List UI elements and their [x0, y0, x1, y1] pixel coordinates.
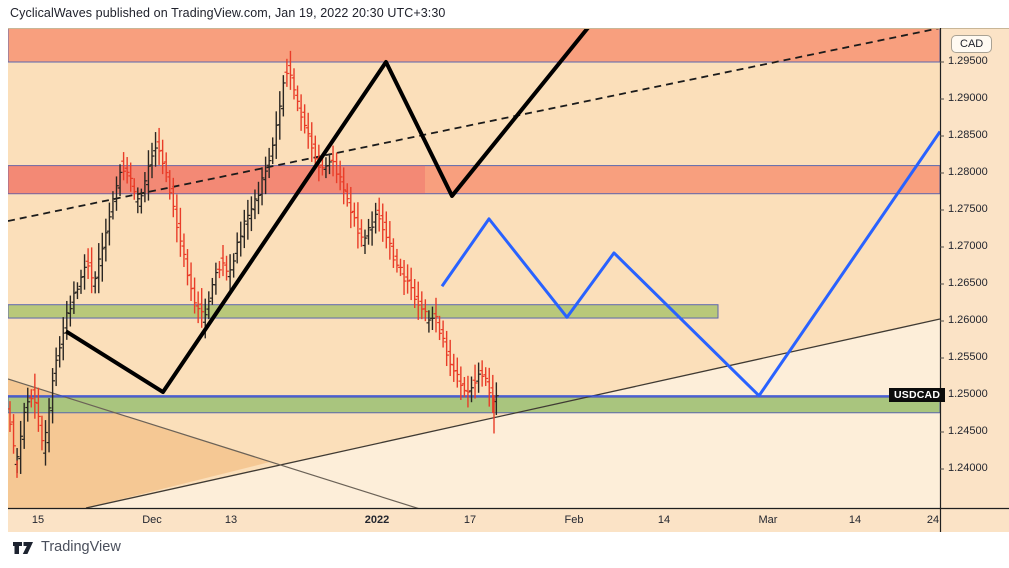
price-tick-label: 1.26000: [948, 314, 988, 326]
black-wave: [64, 28, 591, 395]
time-tick-label: 14: [848, 514, 862, 526]
footer: TradingView: [12, 539, 121, 555]
price-tick-label: 1.25500: [948, 351, 988, 363]
price-tick-label: 1.24500: [948, 425, 988, 437]
price-tick-label: 1.27500: [948, 203, 988, 215]
time-tick-label: Mar: [758, 514, 778, 526]
price-tick-label: 1.25000: [948, 388, 988, 400]
price-tick-label: 1.27000: [948, 240, 988, 252]
instrument-price-label: USDCAD: [889, 388, 946, 402]
price-tick-label: 1.29500: [948, 55, 988, 67]
blue-forecast: [440, 130, 940, 398]
support-1.25: [8, 396, 940, 414]
page-title: CyclicalWaves published on TradingView.c…: [10, 6, 446, 20]
time-tick-label: 2022: [364, 514, 390, 526]
brand-name[interactable]: TradingView: [41, 539, 121, 555]
price-tick-label: 1.26500: [948, 277, 988, 289]
price-tick-label: 1.28500: [948, 129, 988, 141]
time-tick-label: 13: [224, 514, 238, 526]
resistance-1.28-overlay: [8, 165, 425, 194]
time-tick-label: Feb: [564, 514, 584, 526]
tradingview-logo-icon[interactable]: [12, 539, 34, 555]
candlestick-series: [8, 50, 499, 478]
price-tick-label: 1.24000: [948, 462, 988, 474]
rising-support: [85, 318, 940, 508]
support-1.26: [8, 304, 719, 319]
time-tick-label: Dec: [142, 514, 162, 526]
currency-button[interactable]: CAD: [951, 35, 993, 53]
dashed-resistance: [8, 28, 940, 222]
time-tick-label: 17: [463, 514, 477, 526]
price-tick-label: 1.29000: [948, 92, 988, 104]
time-tick-label: 14: [657, 514, 671, 526]
resistance-upper: [8, 28, 940, 63]
price-tick-label: 1.28000: [948, 166, 988, 178]
time-tick-label: 24: [926, 514, 940, 526]
falling-wedge-line: [8, 378, 419, 508]
time-tick-label: 15: [31, 514, 45, 526]
